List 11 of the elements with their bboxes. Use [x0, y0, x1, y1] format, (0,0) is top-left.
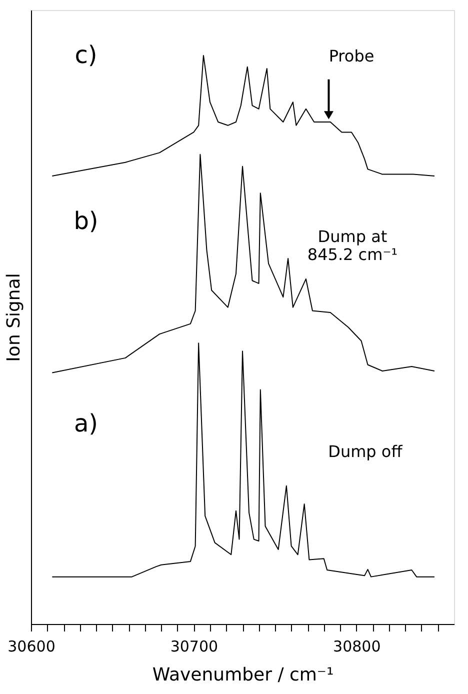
x-tick-label: 30600	[8, 638, 56, 656]
annotation: Dump off	[328, 442, 404, 462]
y-axis-title: Ion Signal	[4, 273, 24, 362]
annotation: Probe	[328, 46, 374, 66]
annotation: a)	[74, 409, 98, 438]
annotation: Dump at 845.2 cm⁻¹	[307, 227, 398, 264]
x-tick-label: 30700	[170, 638, 218, 656]
x-axis-title: Wavenumber / cm⁻¹	[152, 664, 334, 686]
x-tick-label: 30800	[333, 638, 381, 656]
annotation: b)	[74, 206, 98, 235]
annotation: c)	[74, 41, 98, 70]
